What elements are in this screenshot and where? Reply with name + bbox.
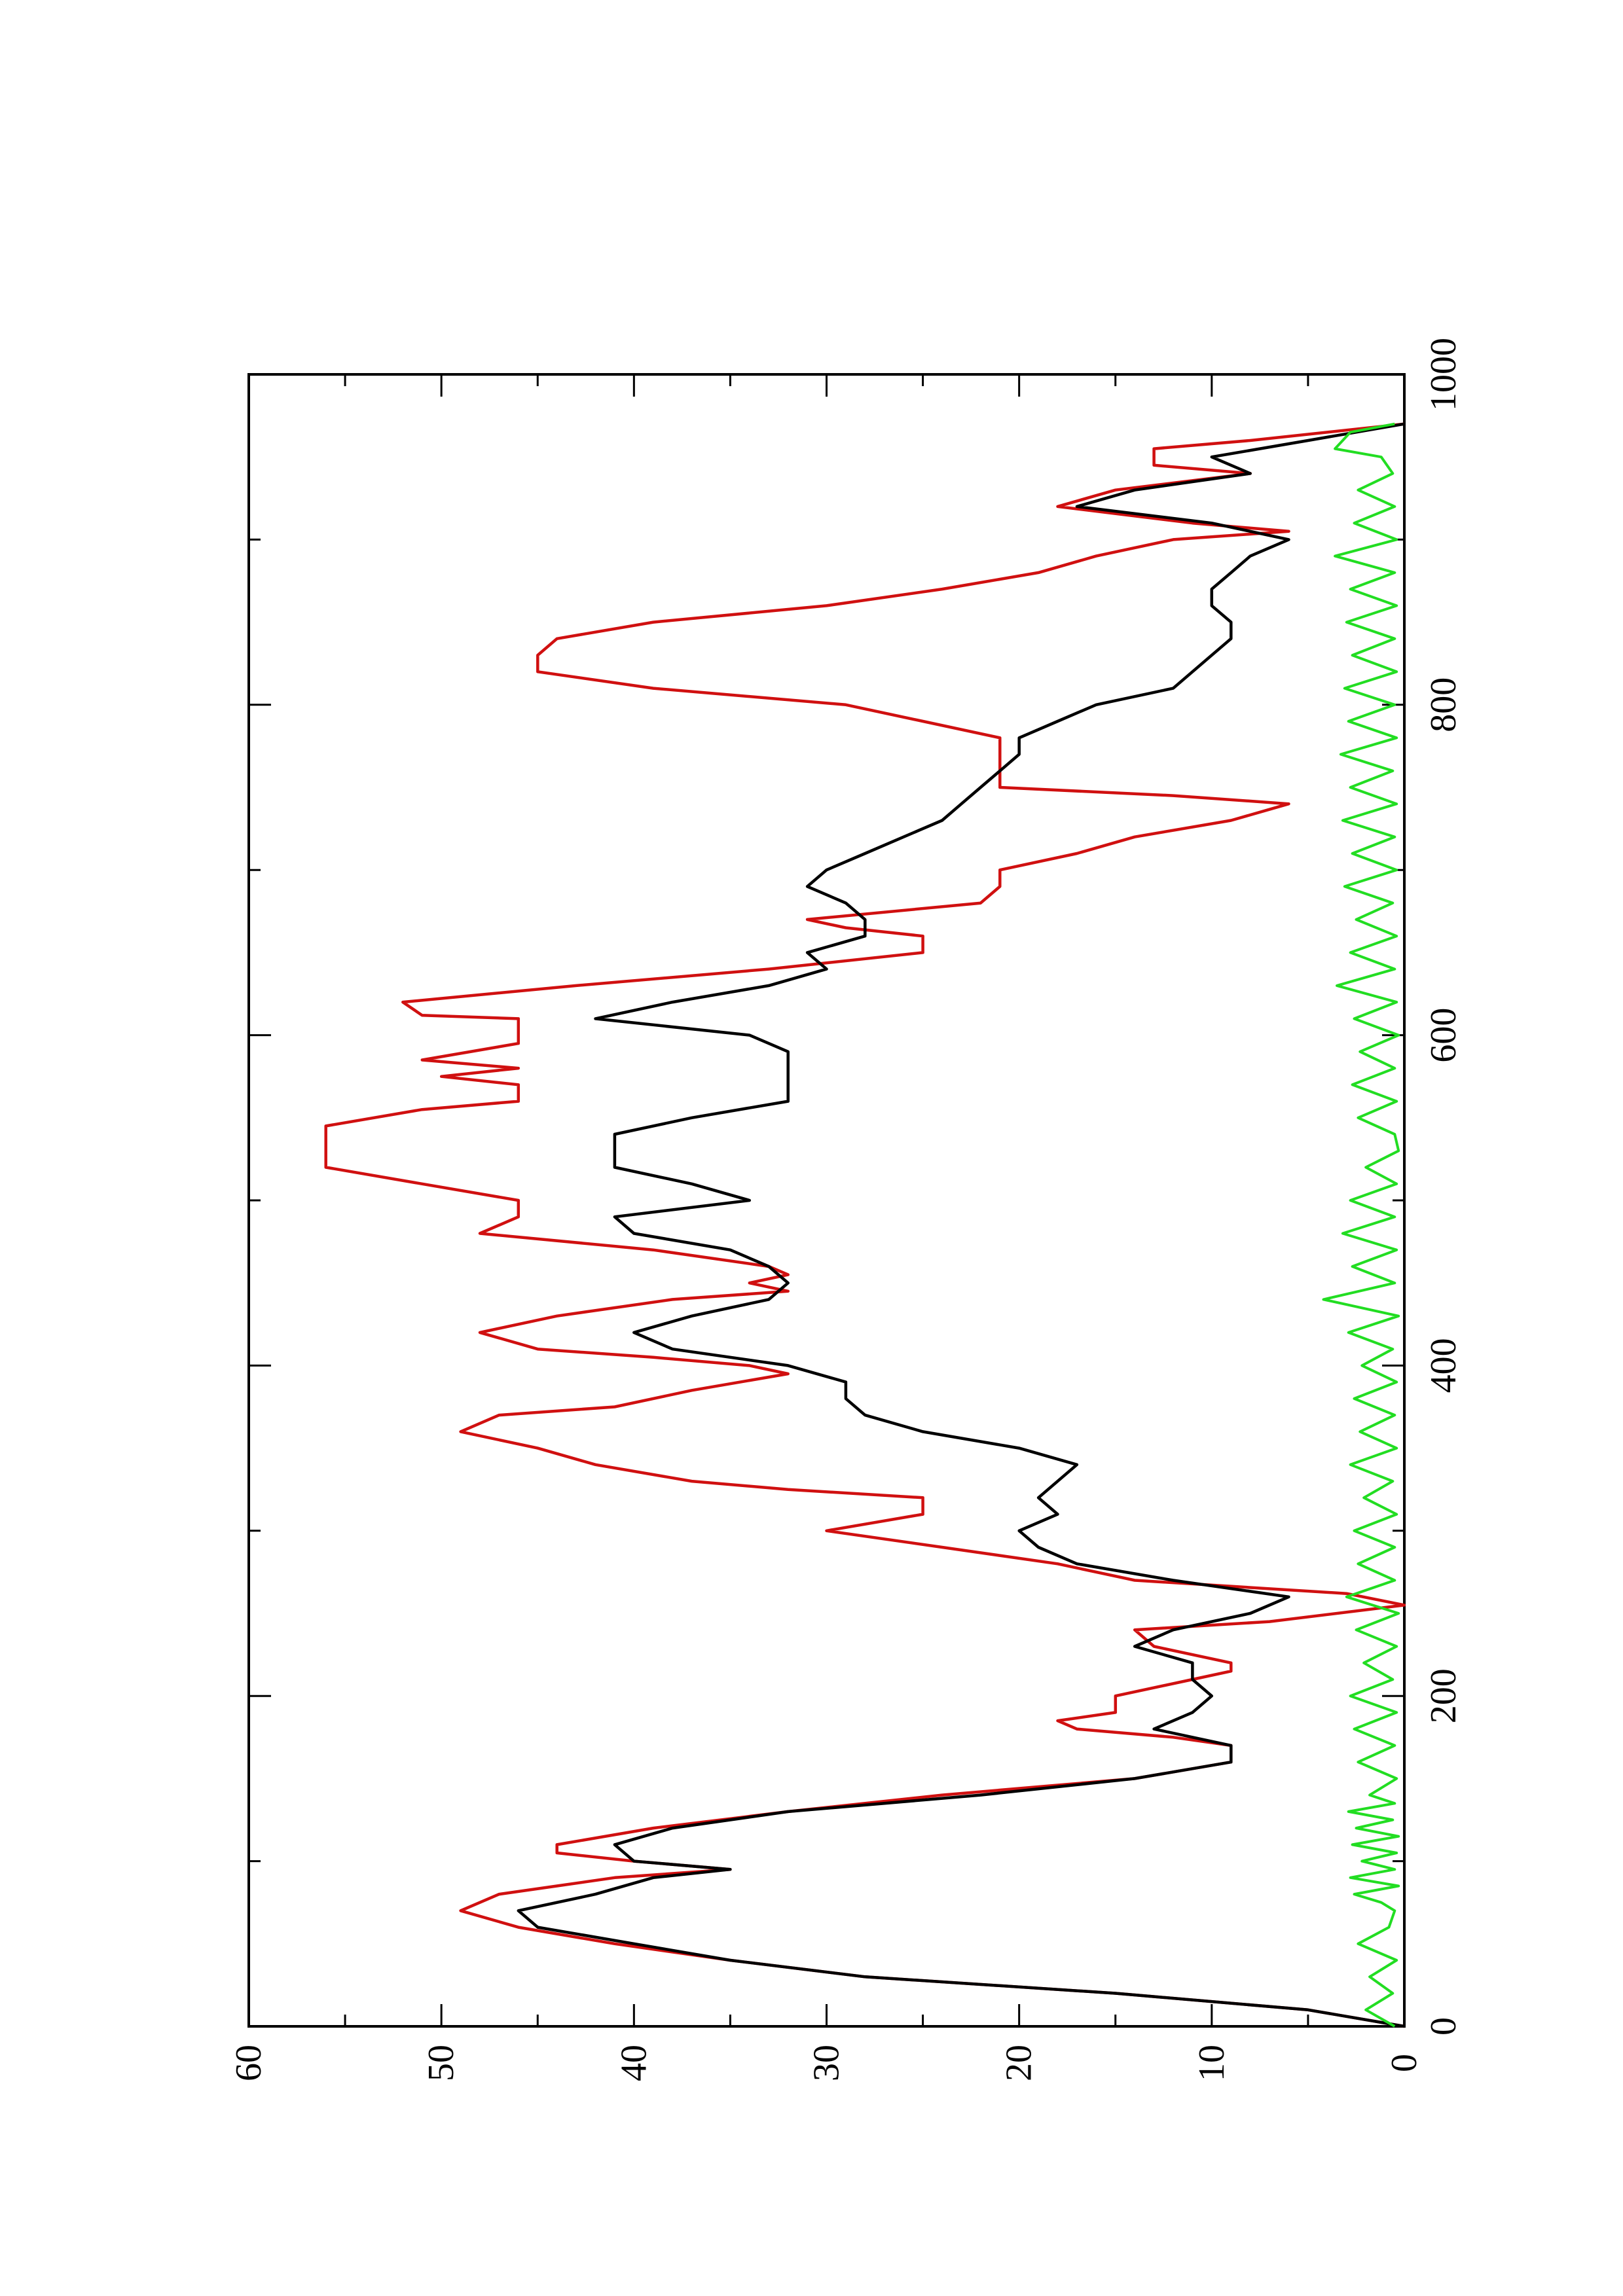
- series-line-1: [324, 422, 1406, 2028]
- x-tick-label: 800: [1423, 677, 1464, 732]
- x-tick-label: 200: [1423, 1668, 1464, 1723]
- y-tick-label: 30: [807, 2045, 847, 2081]
- x-axis-tick-labels: 0 200 400 600 800 1000: [1423, 338, 1464, 2036]
- series-layer: [324, 422, 1406, 2028]
- series-line-3: [1322, 422, 1400, 2028]
- y-tick-label: 50: [421, 2045, 462, 2081]
- y-tick-label: 20: [999, 2045, 1040, 2081]
- y-tick-label: 60: [228, 2045, 269, 2081]
- y-tick-label: 0: [1384, 2054, 1425, 2072]
- axis-ticks: [247, 373, 1406, 2028]
- x-tick-label: 0: [1423, 2017, 1464, 2036]
- y-tick-label: 40: [613, 2045, 654, 2081]
- x-tick-label: 400: [1423, 1338, 1464, 1393]
- x-tick-label: 1000: [1423, 338, 1464, 411]
- y-axis-tick-labels: 0 10 20 30 40 50 60: [228, 2045, 1425, 2081]
- y-tick-label: 10: [1192, 2045, 1232, 2081]
- x-tick-label: 600: [1423, 1008, 1464, 1063]
- series-line-2: [517, 422, 1405, 2028]
